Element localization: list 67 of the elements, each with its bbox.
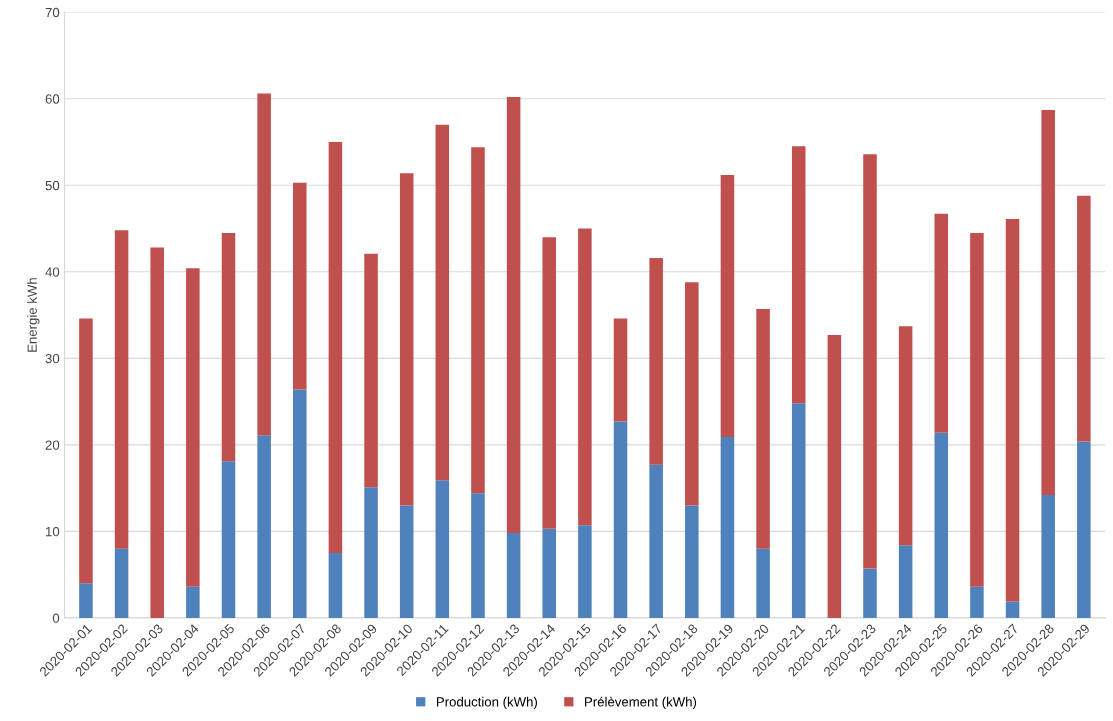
bar	[791, 146, 806, 404]
bar	[328, 142, 343, 554]
bar	[257, 93, 271, 436]
y-tick-label: 0	[52, 613, 60, 623]
bar	[471, 493, 485, 618]
bar	[114, 548, 129, 618]
y-tick-label: 20	[45, 440, 60, 450]
bar	[1077, 195, 1091, 442]
bar	[364, 487, 378, 618]
bar	[257, 435, 271, 618]
legend-label: Production (kWh)	[436, 696, 537, 710]
bar	[1005, 601, 1020, 618]
bar	[1005, 219, 1020, 602]
bar	[471, 147, 485, 494]
bar	[79, 583, 93, 618]
y-tick-label: 70	[45, 7, 60, 18]
bar	[399, 505, 414, 618]
bar	[685, 282, 699, 506]
bar	[293, 389, 307, 618]
bar	[898, 545, 913, 618]
bar	[435, 480, 450, 618]
bar	[186, 268, 200, 587]
bar	[328, 553, 343, 618]
bar	[578, 525, 592, 618]
bar	[685, 505, 699, 618]
legend-label: Prélèvement (kWh)	[585, 696, 697, 710]
bar	[863, 568, 877, 618]
bar	[578, 228, 592, 526]
bar	[827, 334, 842, 618]
bar	[756, 548, 770, 618]
bar	[186, 586, 200, 618]
bar	[613, 318, 628, 422]
bar	[399, 173, 414, 506]
bar	[791, 403, 806, 618]
bar	[542, 237, 557, 529]
bar	[720, 437, 735, 618]
bar	[1077, 441, 1091, 618]
bar	[114, 230, 129, 549]
bar	[293, 182, 307, 390]
bar	[720, 174, 735, 438]
bar	[506, 533, 521, 618]
bar	[934, 432, 949, 618]
y-tick-label: 30	[45, 353, 60, 364]
bar	[756, 309, 770, 549]
bar	[435, 124, 450, 481]
bar	[221, 461, 236, 618]
bar	[506, 97, 521, 534]
bar	[150, 247, 164, 618]
bar	[934, 213, 949, 433]
bar	[898, 326, 913, 546]
bar	[364, 253, 378, 488]
y-tick-label: 50	[45, 180, 60, 191]
bar	[649, 257, 663, 465]
bar	[649, 464, 663, 618]
bar	[542, 528, 557, 618]
y-tick-label: 40	[45, 267, 60, 277]
y-tick-label: 10	[46, 526, 60, 537]
bar	[79, 318, 93, 584]
bar	[613, 421, 628, 618]
bar	[1041, 495, 1055, 618]
y-axis-title: Energie kWh	[27, 278, 40, 352]
bar	[221, 232, 236, 462]
bar	[970, 232, 984, 587]
bar	[1041, 110, 1055, 496]
bar	[863, 154, 877, 569]
bar	[970, 586, 984, 618]
y-tick-label: 60	[45, 94, 60, 104]
